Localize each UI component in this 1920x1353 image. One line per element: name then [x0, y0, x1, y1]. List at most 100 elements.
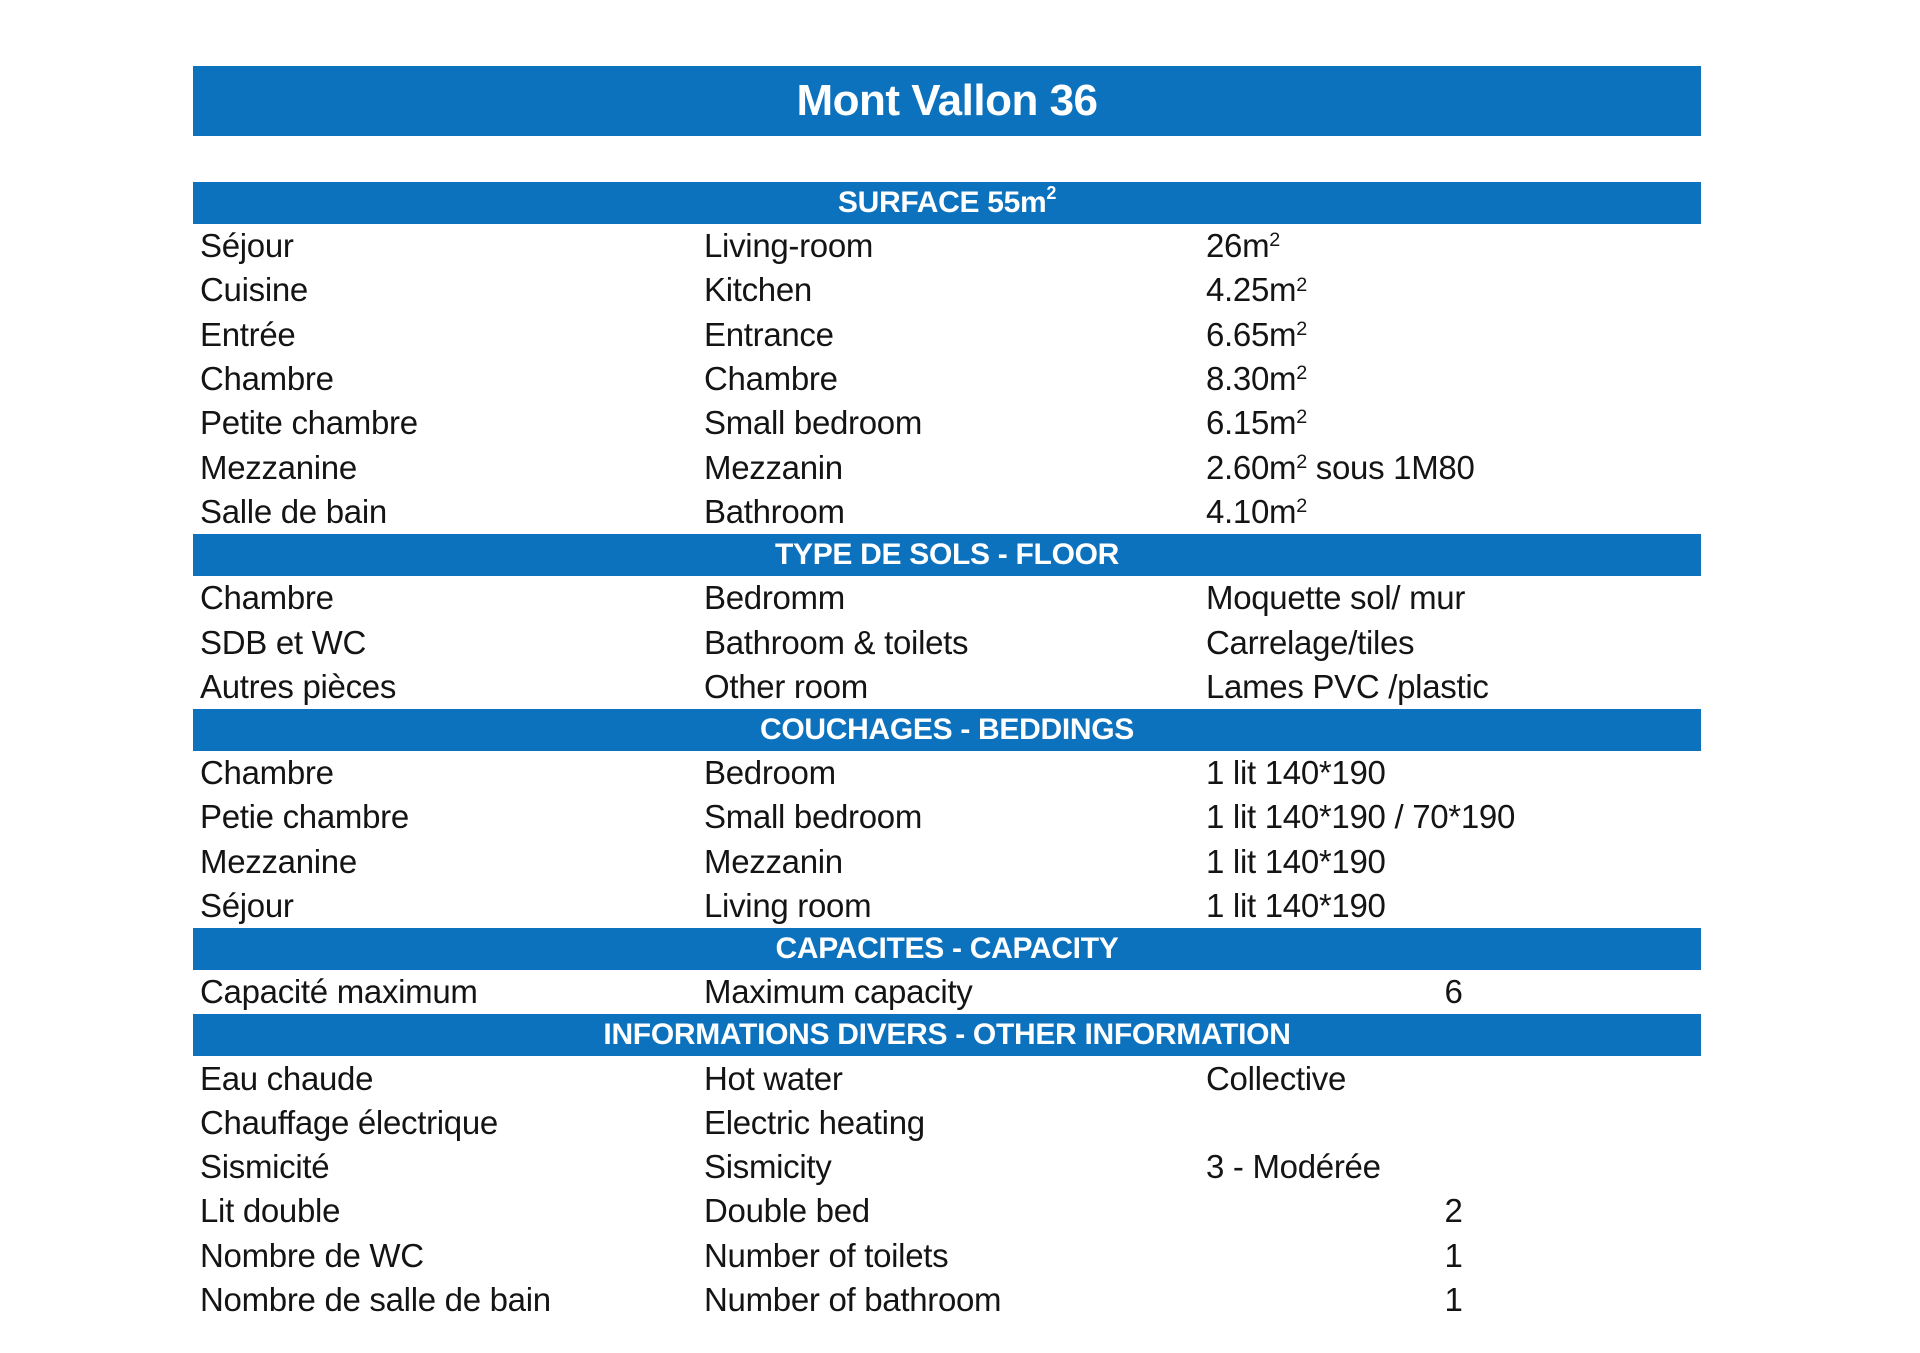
- section: CAPACITES - CAPACITY Capacité maximum Ma…: [193, 928, 1701, 1014]
- row-value: 6.65m2: [1206, 315, 1307, 353]
- section: TYPE DE SOLS - FLOOR Chambre Bedromm Moq…: [193, 534, 1701, 709]
- row-label-english: Bathroom: [704, 492, 845, 530]
- row-label-french: Chambre: [200, 360, 334, 398]
- section-rows: Eau chaude Hot water Collective Chauffag…: [193, 1056, 1701, 1322]
- section-header: COUCHAGES - BEDDINGS: [193, 708, 1701, 751]
- section-header: SURFACE 55m 2: [193, 182, 1701, 224]
- row-label-english: Entrance: [704, 315, 834, 353]
- row-label-english: Bedroom: [704, 754, 836, 792]
- row-value: Lames PVC /plastic: [1206, 667, 1489, 705]
- table-row: Lit double Double bed 2: [193, 1189, 1701, 1233]
- table-row: SDB et WC Bathroom & toilets Carrelage/t…: [193, 620, 1701, 664]
- table-row: Entrée Entrance 6.65m2: [193, 313, 1701, 357]
- section-header: TYPE DE SOLS - FLOOR: [193, 534, 1701, 577]
- document-title: Mont Vallon 36: [796, 76, 1098, 125]
- row-label-english: Small bedroom: [704, 798, 923, 836]
- table-row: Sismicité Sismicity 3 - Modérée: [193, 1145, 1701, 1189]
- sections-container: SURFACE 55m 2 Séjour Living-room 26m2 Cui…: [193, 182, 1701, 1322]
- table-row: Chambre Bedromm Moquette sol/ mur: [193, 576, 1701, 620]
- table-row: Nombre de WC Number of toilets 1: [193, 1234, 1701, 1278]
- table-row: Autres pièces Other room Lames PVC /plas…: [193, 665, 1701, 709]
- row-label-english: Kitchen: [704, 271, 812, 309]
- section-rows: Chambre Bedroom 1 lit 140*190 Petie cham…: [193, 751, 1701, 928]
- row-value: 1 lit 140*190: [1206, 754, 1386, 792]
- document-title-bar: Mont Vallon 36: [193, 66, 1701, 136]
- row-label-french: Cuisine: [200, 271, 308, 309]
- section-rows: Capacité maximum Maximum capacity 6: [193, 970, 1701, 1014]
- row-label-english: Mezzanin: [704, 448, 843, 486]
- row-value: 1 lit 140*190 / 70*190: [1206, 798, 1515, 836]
- table-row: Nombre de salle de bain Number of bathro…: [193, 1278, 1701, 1322]
- section-rows: Chambre Bedromm Moquette sol/ mur SDB et…: [193, 576, 1701, 709]
- row-label-english: Electric heating: [704, 1103, 925, 1141]
- table-row: Séjour Living-room 26m2: [193, 224, 1701, 268]
- table-row: Petite chambre Small bedroom 6.15m2: [193, 401, 1701, 445]
- row-value: Collective: [1206, 1059, 1347, 1097]
- row-value: 4.10m2: [1206, 492, 1307, 530]
- row-label-french: Séjour: [200, 887, 294, 924]
- row-label-french: Petie chambre: [200, 798, 409, 836]
- property-info-sheet: Mont Vallon 36 SURFACE 55m 2 Séjour Livin…: [193, 66, 1701, 1322]
- row-value: 1 lit 140*190: [1206, 887, 1386, 924]
- row-label-french: Autres pièces: [200, 667, 397, 705]
- section: INFORMATIONS DIVERS - OTHER INFORMATION …: [193, 1014, 1701, 1322]
- row-value: 1 lit 140*190: [1206, 842, 1386, 880]
- section: SURFACE 55m 2 Séjour Living-room 26m2 Cui…: [193, 182, 1701, 534]
- row-label-french: Mezzanine: [200, 842, 357, 880]
- row-label-french: Petite chambre: [200, 404, 418, 442]
- row-value: 4.25m2: [1206, 271, 1307, 309]
- row-value: 26m2: [1206, 227, 1280, 265]
- row-label-english: Living-room: [704, 227, 874, 265]
- row-label-french: Nombre de salle de bain: [200, 1281, 551, 1319]
- row-label-english: Double bed: [704, 1192, 870, 1230]
- table-row: Petie chambre Small bedroom 1 lit 140*19…: [193, 795, 1701, 839]
- row-label-english: Sismicity: [704, 1148, 832, 1186]
- table-row: Chambre Chambre 8.30m2: [193, 357, 1701, 401]
- row-label-french: Entrée: [200, 315, 296, 353]
- row-label-english: Hot water: [704, 1059, 843, 1097]
- row-label-french: SDB et WC: [200, 623, 366, 661]
- table-row: Eau chaude Hot water Collective: [193, 1056, 1701, 1100]
- row-label-english: Small bedroom: [704, 404, 923, 442]
- row-label-french: Mezzanine: [200, 448, 357, 486]
- row-label-english: Number of bathroom: [704, 1281, 1002, 1319]
- row-label-french: Eau chaude: [200, 1059, 374, 1097]
- row-label-english: Bathroom & toilets: [704, 623, 969, 661]
- row-label-english: Number of toilets: [704, 1236, 949, 1274]
- row-label-french: Nombre de WC: [200, 1236, 424, 1274]
- table-row: Capacité maximum Maximum capacity 6: [193, 970, 1701, 1014]
- row-value: 1: [1444, 1281, 1463, 1319]
- row-label-english: Mezzanin: [704, 842, 843, 880]
- row-label-english: Chambre: [704, 360, 838, 398]
- section: COUCHAGES - BEDDINGS Chambre Bedroom 1 l…: [193, 708, 1701, 928]
- row-label-french: Séjour: [200, 227, 294, 265]
- row-value: 1: [1444, 1236, 1463, 1274]
- table-row: Mezzanine Mezzanin 2.60m2 sous 1M80: [193, 445, 1701, 489]
- row-label-french: Capacité maximum: [200, 973, 478, 1011]
- table-row: Séjour Living room 1 lit 140*190: [193, 884, 1701, 928]
- row-label-french: Chambre: [200, 754, 334, 792]
- row-value: Moquette sol/ mur: [1206, 579, 1466, 617]
- row-label-english: Living room: [704, 887, 872, 924]
- row-value: 2.60m2 sous 1M80: [1206, 448, 1475, 486]
- row-label-english: Other room: [704, 667, 868, 705]
- table-row: Salle de bain Bathroom 4.10m2: [193, 490, 1701, 534]
- row-label-english: Bedromm: [704, 579, 845, 617]
- table-row: Cuisine Kitchen 4.25m2: [193, 268, 1701, 312]
- row-value: 6: [1444, 973, 1463, 1011]
- row-label-french: Salle de bain: [200, 492, 387, 530]
- section-header: CAPACITES - CAPACITY: [193, 928, 1701, 971]
- row-value: Carrelage/tiles: [1206, 623, 1415, 661]
- section-rows: Séjour Living-room 26m2 Cuisine Kitchen …: [193, 224, 1701, 534]
- row-value: 3 - Modérée: [1206, 1148, 1381, 1186]
- row-label-french: Chauffage électrique: [200, 1103, 498, 1141]
- section-header: INFORMATIONS DIVERS - OTHER INFORMATION: [193, 1014, 1701, 1057]
- table-row: Chambre Bedroom 1 lit 140*190: [193, 751, 1701, 795]
- row-label-french: Lit double: [200, 1192, 341, 1230]
- title-gap: [193, 136, 1701, 182]
- row-label-french: Chambre: [200, 579, 334, 617]
- row-label-french: Sismicité: [200, 1148, 330, 1186]
- table-row: Chauffage électrique Electric heating: [193, 1101, 1701, 1145]
- table-row: Mezzanine Mezzanin 1 lit 140*190: [193, 840, 1701, 884]
